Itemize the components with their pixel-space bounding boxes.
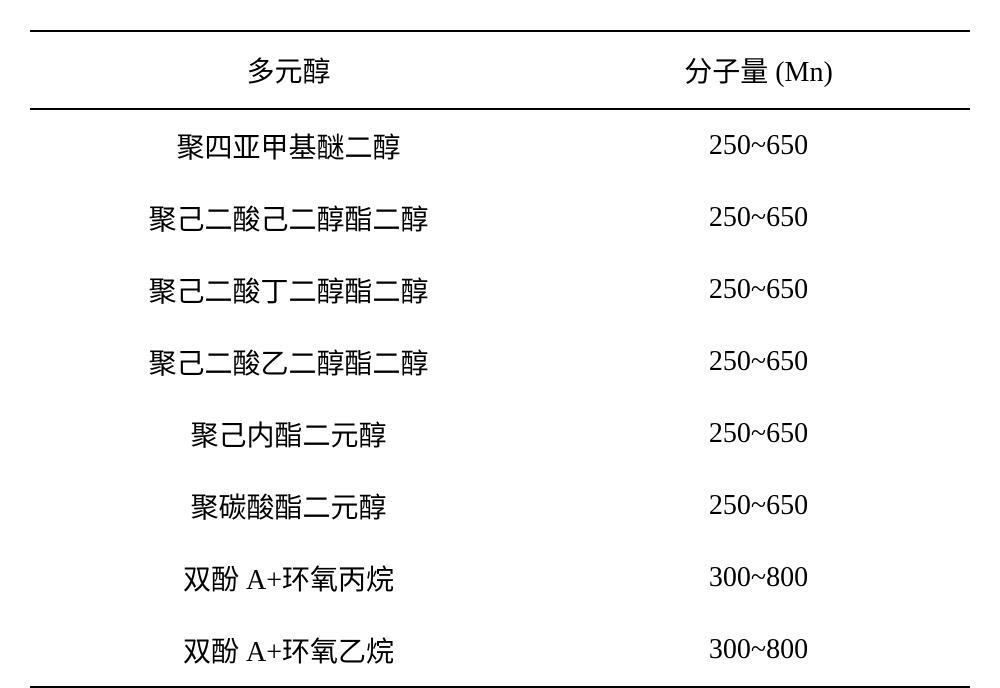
cell-polyol: 聚己二酸丁二醇酯二醇: [30, 254, 547, 326]
table-row: 聚己二酸己二醇酯二醇 250~650: [30, 182, 970, 254]
cell-polyol: 聚四亚甲基醚二醇: [30, 109, 547, 182]
table-row: 聚己内酯二元醇 250~650: [30, 398, 970, 470]
cell-mw: 250~650: [547, 182, 970, 254]
column-header-mw: 分子量 (Mn): [547, 31, 970, 109]
cell-polyol: 聚己二酸己二醇酯二醇: [30, 182, 547, 254]
cell-mw: 300~800: [547, 542, 970, 614]
table-row: 聚己二酸乙二醇酯二醇 250~650: [30, 326, 970, 398]
table-body: 聚四亚甲基醚二醇 250~650 聚己二酸己二醇酯二醇 250~650 聚己二酸…: [30, 109, 970, 687]
table-row: 聚己二酸丁二醇酯二醇 250~650: [30, 254, 970, 326]
cell-mw: 250~650: [547, 470, 970, 542]
table-row: 聚碳酸酯二元醇 250~650: [30, 470, 970, 542]
cell-mw: 250~650: [547, 326, 970, 398]
column-header-polyol: 多元醇: [30, 31, 547, 109]
cell-polyol: 双酚 A+环氧乙烷: [30, 614, 547, 687]
cell-polyol: 聚碳酸酯二元醇: [30, 470, 547, 542]
cell-mw: 250~650: [547, 398, 970, 470]
table-row: 双酚 A+环氧丙烷 300~800: [30, 542, 970, 614]
table-row: 聚四亚甲基醚二醇 250~650: [30, 109, 970, 182]
cell-polyol: 双酚 A+环氧丙烷: [30, 542, 547, 614]
cell-mw: 300~800: [547, 614, 970, 687]
polyol-table-container: 多元醇 分子量 (Mn) 聚四亚甲基醚二醇 250~650 聚己二酸己二醇酯二醇…: [30, 30, 970, 688]
table-row: 双酚 A+环氧乙烷 300~800: [30, 614, 970, 687]
cell-polyol: 聚己内酯二元醇: [30, 398, 547, 470]
cell-mw: 250~650: [547, 254, 970, 326]
cell-mw: 250~650: [547, 109, 970, 182]
polyol-table: 多元醇 分子量 (Mn) 聚四亚甲基醚二醇 250~650 聚己二酸己二醇酯二醇…: [30, 30, 970, 688]
header-row: 多元醇 分子量 (Mn): [30, 31, 970, 109]
table-header: 多元醇 分子量 (Mn): [30, 31, 970, 109]
cell-polyol: 聚己二酸乙二醇酯二醇: [30, 326, 547, 398]
